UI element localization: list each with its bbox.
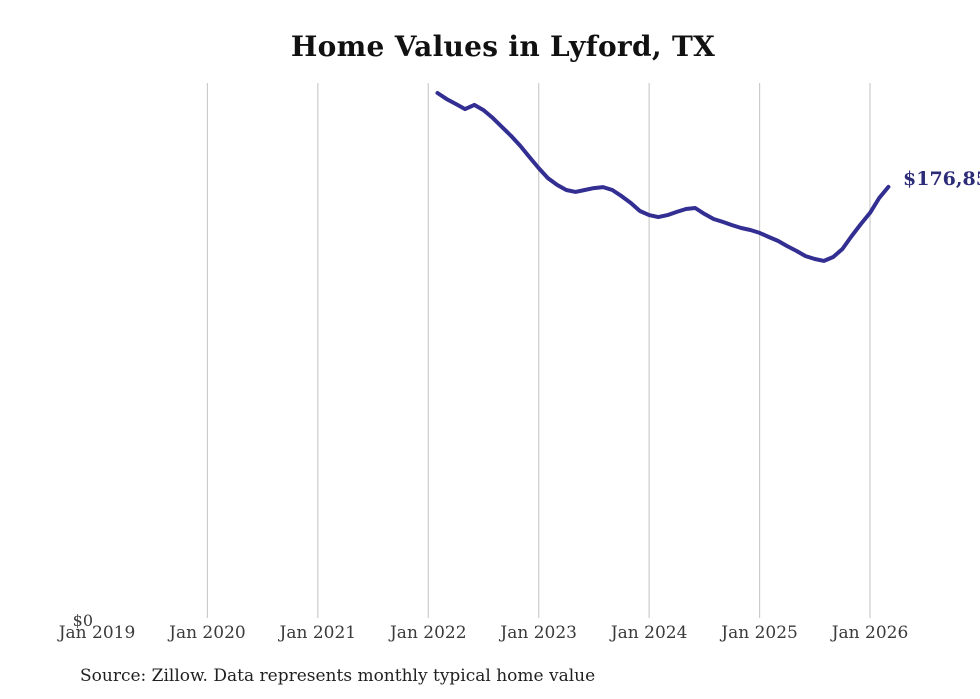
x-tick-label: Jan 2022 [389, 623, 467, 643]
x-tick-label: Jan 2024 [610, 623, 688, 643]
x-tick-label: Jan 2019 [58, 623, 136, 643]
latest-value-label: $176,858 [903, 168, 980, 190]
chart-title: Home Values in Lyford, TX [290, 30, 716, 63]
x-tick-label: Jan 2023 [500, 623, 577, 643]
home-value-line-series [435, 91, 891, 263]
x-tick-label: Jan 2025 [721, 623, 798, 643]
y-axis-zero-label: $0 [72, 611, 93, 630]
x-tick-label: Jan 2020 [169, 623, 246, 643]
x-tick-label: Jan 2021 [279, 623, 357, 643]
x-tick-label: Jan 2026 [831, 623, 909, 643]
source-note: Source: Zillow. Data represents monthly … [80, 666, 596, 686]
